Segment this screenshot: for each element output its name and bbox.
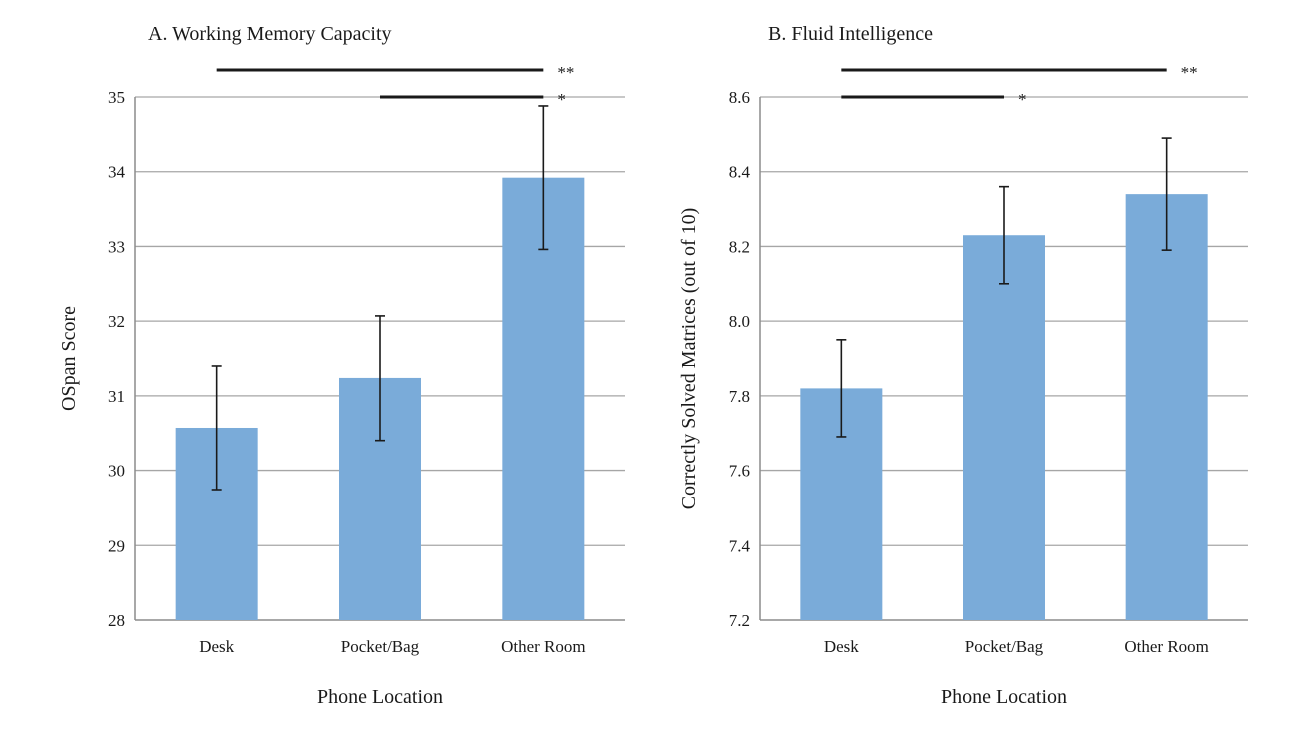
y-tick-label: 7.6 xyxy=(729,462,750,481)
y-tick-label: 32 xyxy=(108,312,125,331)
panel-fluid-intelligence: B. Fluid Intelligence 7.2 7.4 7.6 7.8 8.0 8.2 8… xyxy=(678,23,1248,708)
significance-label: * xyxy=(557,90,566,109)
x-axis-title: Phone Location xyxy=(317,686,443,708)
x-tick-label: Other Room xyxy=(1124,637,1209,656)
x-tick-label: Pocket/Bag xyxy=(341,637,420,656)
y-tick-label: 29 xyxy=(108,536,125,555)
chart-title: A. Working Memory Capacity xyxy=(148,23,392,45)
chart-title: B. Fluid Intelligence xyxy=(768,23,933,45)
y-tick-label: 35 xyxy=(108,88,125,107)
y-tick-label: 8.0 xyxy=(729,312,750,331)
significance-label: ** xyxy=(1181,63,1198,82)
y-tick-label: 34 xyxy=(108,163,126,182)
x-tick-label: Other Room xyxy=(501,637,586,656)
y-tick-label: 8.6 xyxy=(729,88,750,107)
bar-other-room xyxy=(502,177,585,621)
bar-other-room xyxy=(1125,194,1208,620)
panel-working-memory: A. Working Memory Capacity 28 29 30 31 32 33 34… xyxy=(58,23,625,708)
y-tick-label: 28 xyxy=(108,611,125,630)
x-tick-label: Desk xyxy=(199,637,234,656)
significance-label: * xyxy=(1018,90,1027,109)
y-axis-title: Correctly Solved Matrices (out of 10) xyxy=(678,208,700,510)
y-tick-label: 7.8 xyxy=(729,387,750,406)
y-tick-label: 8.2 xyxy=(729,237,750,256)
x-tick-label: Pocket/Bag xyxy=(965,637,1044,656)
significance-label: ** xyxy=(557,63,574,82)
y-tick-label: 8.4 xyxy=(729,163,751,182)
x-axis-title: Phone Location xyxy=(941,686,1067,708)
y-tick-label: 31 xyxy=(108,387,125,406)
x-tick-label: Desk xyxy=(824,637,859,656)
y-tick-label: 30 xyxy=(108,462,125,481)
y-tick-label: 33 xyxy=(108,237,125,256)
bar-pocket-bag xyxy=(963,235,1045,620)
y-tick-label: 7.4 xyxy=(729,536,751,555)
y-tick-label: 7.2 xyxy=(729,611,750,630)
y-axis-title: OSpan Score xyxy=(58,306,80,411)
